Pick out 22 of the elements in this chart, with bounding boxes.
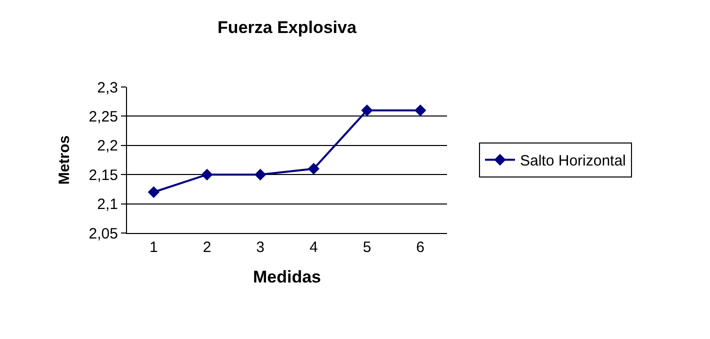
x-tick-label: 3 (256, 239, 264, 256)
y-tick-label: 2,25 (88, 108, 118, 126)
x-tick-label: 4 (310, 239, 318, 256)
point (361, 104, 373, 116)
x-tick-label: 6 (416, 239, 424, 256)
point (201, 168, 213, 180)
y-tick-label: 2,3 (97, 79, 118, 96)
x-tick-label: 2 (202, 239, 212, 256)
y-tick-label: 2,05 (88, 225, 118, 242)
y-tick-label: 2,2 (97, 138, 118, 155)
point (308, 162, 320, 175)
y-tick-label: 2,1 (97, 196, 118, 214)
y-axis-title: Metros (56, 135, 74, 185)
x-tick-label: 5 (362, 239, 372, 256)
x-tick-label: 1 (150, 239, 158, 256)
legend-label: Salto Horizontal (520, 152, 626, 170)
point (148, 186, 160, 198)
y-tick-label: 2,15 (88, 166, 118, 184)
chart-title: Fuerza Explosiva (218, 18, 357, 38)
point (414, 104, 426, 116)
point (254, 168, 266, 180)
x-axis-title: Medidas (252, 267, 322, 286)
